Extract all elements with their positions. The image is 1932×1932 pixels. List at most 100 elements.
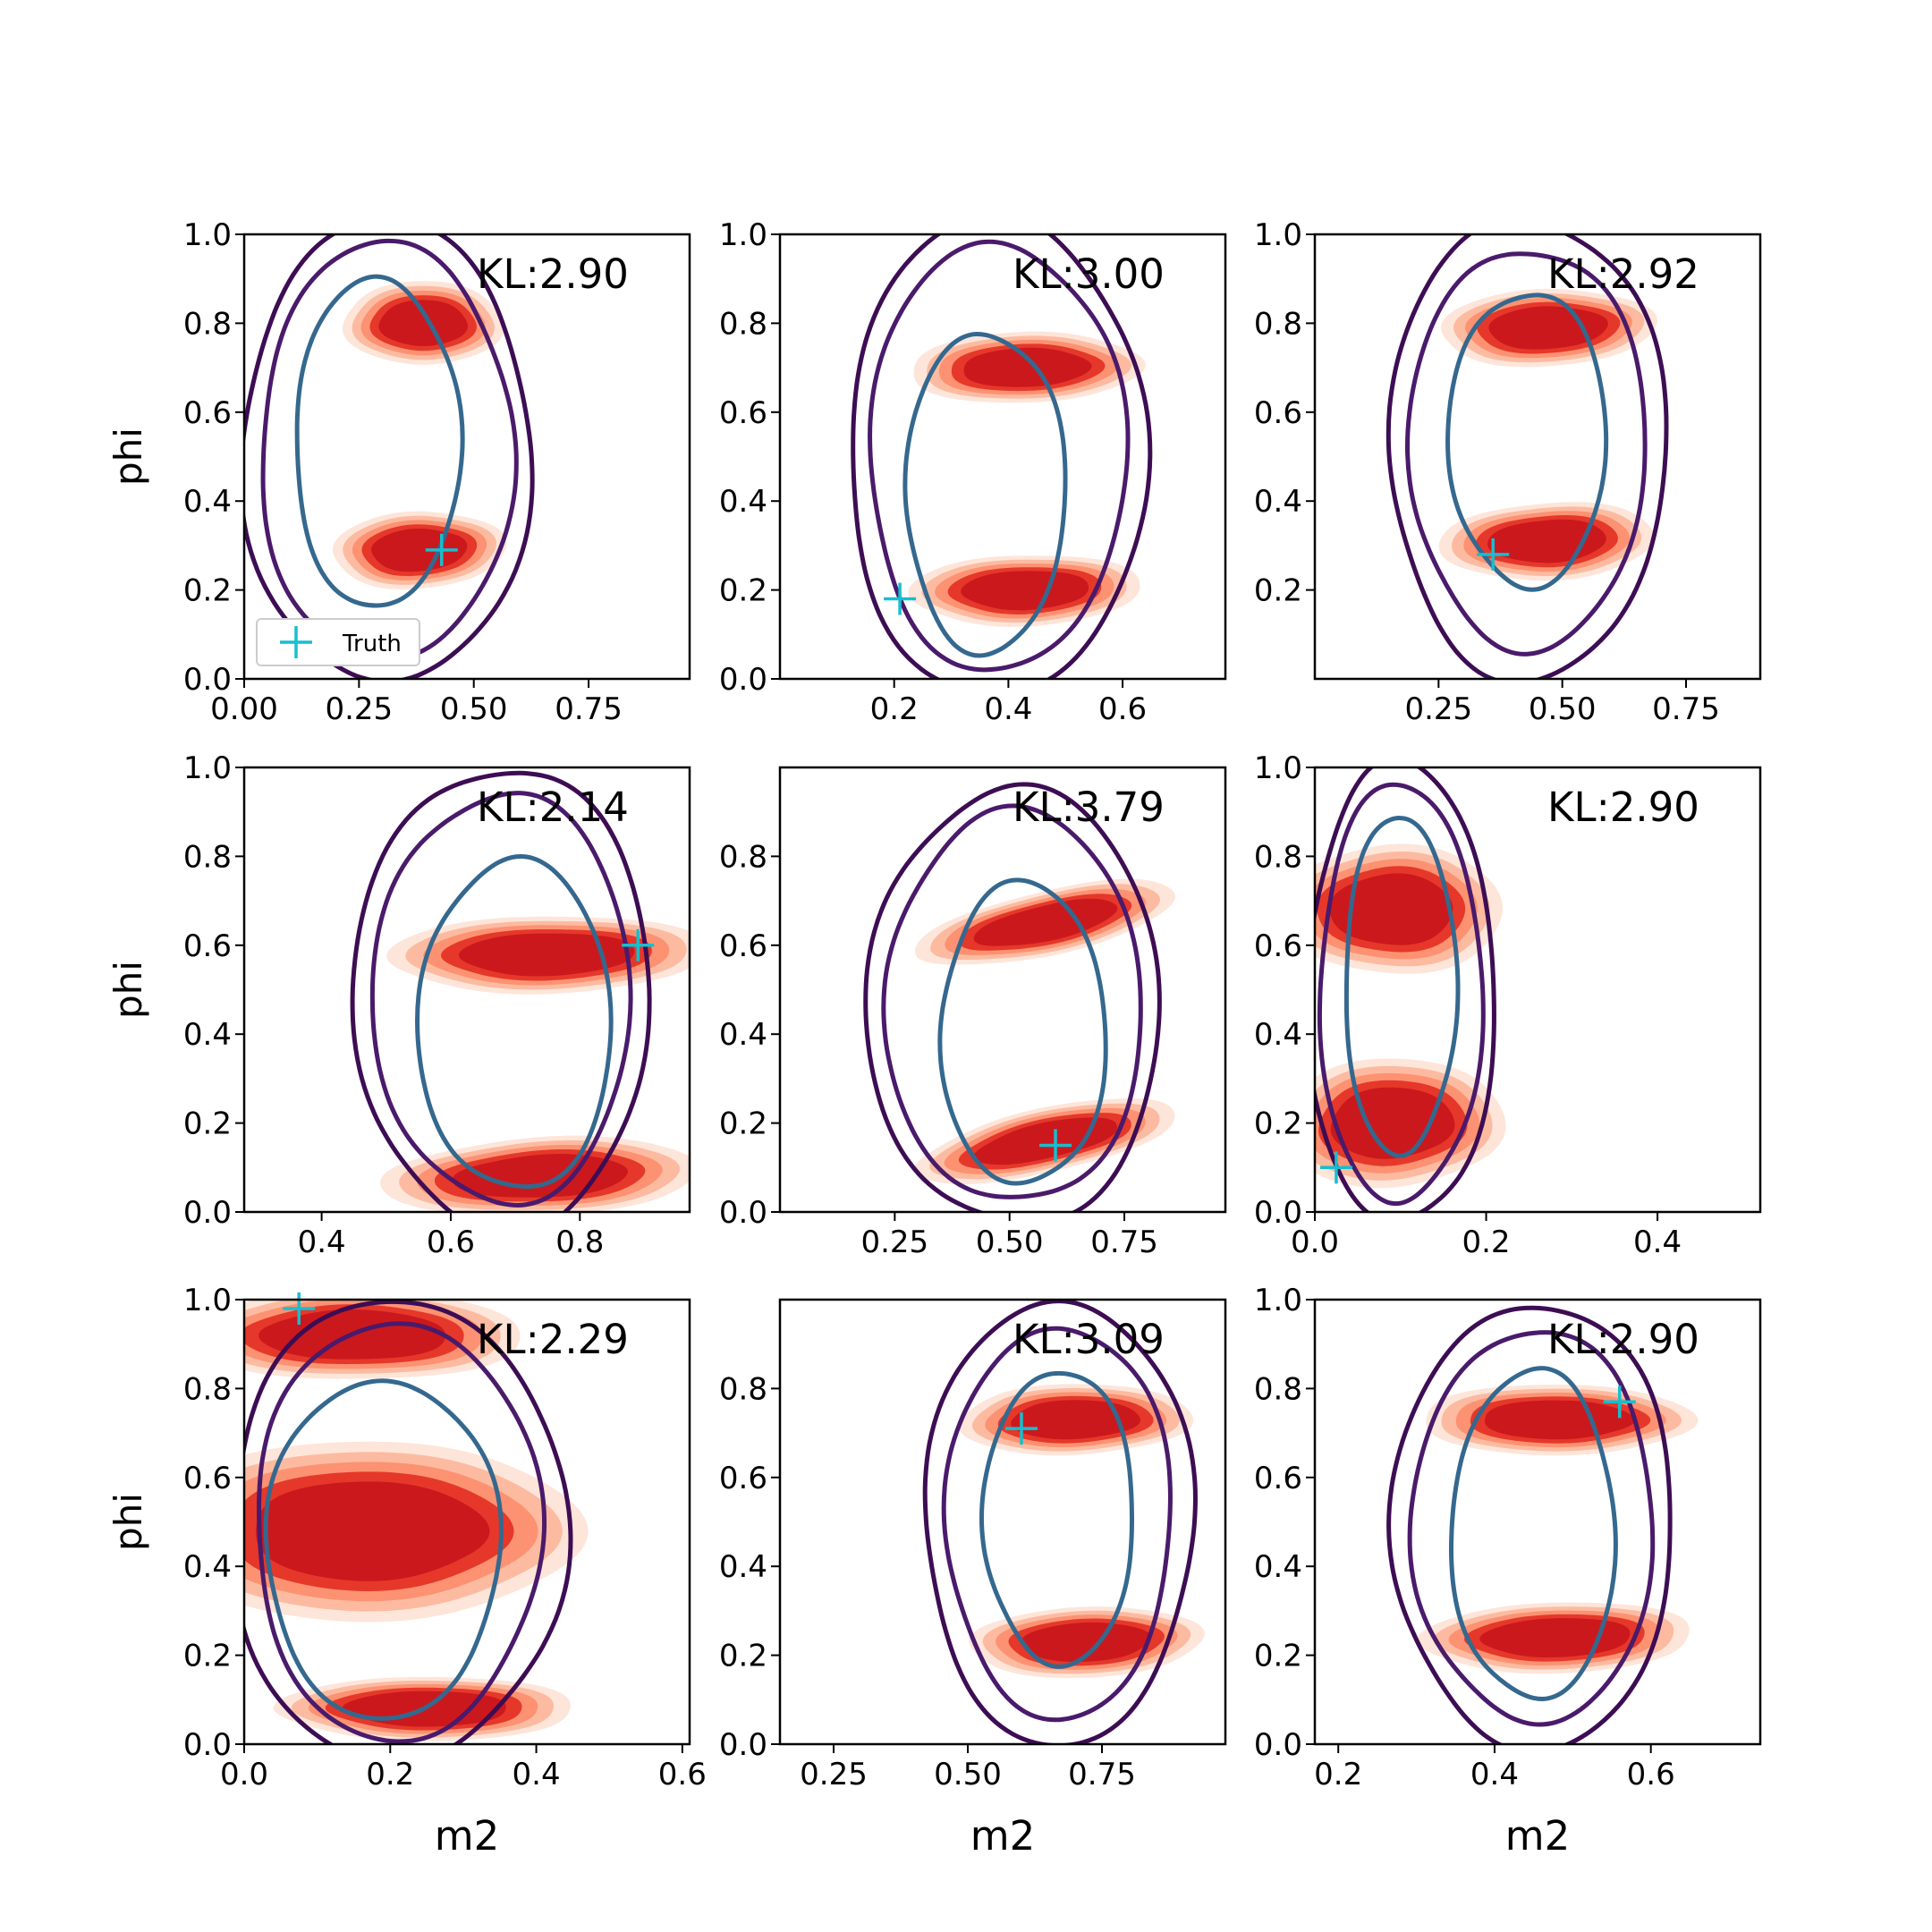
truth-marker bbox=[884, 582, 917, 615]
kl-label: KL:2.90 bbox=[1547, 784, 1699, 831]
x-tick-label: 0.75 bbox=[1652, 691, 1720, 727]
contour-line-3 bbox=[1343, 816, 1461, 1158]
contour-line-1 bbox=[851, 234, 1153, 679]
y-tick-label: 0.8 bbox=[1254, 839, 1302, 875]
contour-line-2 bbox=[369, 791, 633, 1208]
x-tick-label: 0.4 bbox=[1633, 1224, 1682, 1260]
y-tick-label: 0.2 bbox=[1254, 1106, 1302, 1142]
plot-area bbox=[1385, 234, 1669, 679]
x-axis-label: m2 bbox=[435, 1812, 499, 1860]
x-tick-label: 0.75 bbox=[555, 691, 623, 727]
x-tick-label: 0.50 bbox=[976, 1224, 1044, 1260]
y-tick-label: 0.6 bbox=[183, 395, 232, 431]
y-axis-label: phi bbox=[106, 1493, 150, 1551]
density-level-5 bbox=[973, 1117, 1117, 1165]
y-tick-label: 0.4 bbox=[1254, 1549, 1302, 1585]
y-tick-label: 0.6 bbox=[1254, 928, 1302, 964]
y-tick-label: 0.2 bbox=[719, 1639, 767, 1674]
subplot-1: 0.00 0.25 0.50 0.75 0.0 0.2 0.4 0.6 0.8 1.0 KL:2.9… bbox=[106, 217, 691, 727]
y-tick-label: 0.6 bbox=[1254, 395, 1302, 431]
contour-line-1 bbox=[350, 770, 652, 1212]
plot-area bbox=[1315, 767, 1506, 1212]
contour-line-1 bbox=[863, 782, 1162, 1212]
axes-frame bbox=[242, 766, 691, 1214]
y-tick-label: 0.6 bbox=[719, 928, 767, 964]
y-tick-label: 0.0 bbox=[183, 1727, 232, 1763]
x-tick-label: 0.6 bbox=[1627, 1757, 1675, 1792]
contour-line-3 bbox=[902, 332, 1068, 658]
contour-line-3 bbox=[979, 1370, 1135, 1669]
y-tick-label: 0.4 bbox=[183, 484, 232, 520]
subplot-5: 0.25 0.50 0.75 0.0 0.2 0.4 0.6 0.8 KL:3.79 bbox=[719, 766, 1227, 1260]
density-blob bbox=[342, 281, 504, 365]
density-level-5 bbox=[973, 898, 1118, 946]
kl-label: KL:3.09 bbox=[1013, 1316, 1165, 1363]
contour-line-3 bbox=[263, 1378, 504, 1721]
x-tick-label: 0.2 bbox=[366, 1757, 414, 1792]
truth-marker bbox=[425, 533, 458, 566]
legend-label: Truth bbox=[342, 631, 402, 657]
subplot-8: 0.25 0.50 0.75 0.0 0.2 0.4 0.6 0.8 KL:3.09 m2 bbox=[719, 1298, 1227, 1860]
y-tick-label: 0.0 bbox=[719, 662, 767, 698]
contour-line-1 bbox=[1315, 767, 1496, 1212]
contour-line-2 bbox=[260, 238, 519, 662]
truth-marker bbox=[283, 1292, 316, 1325]
density-blob bbox=[333, 511, 507, 590]
truth-marker bbox=[1039, 1129, 1072, 1162]
y-tick-label: 0.4 bbox=[719, 1549, 767, 1585]
kl-label: KL:2.90 bbox=[1547, 1316, 1699, 1363]
y-tick-label: 0.6 bbox=[183, 928, 232, 964]
contour-line-3 bbox=[937, 877, 1108, 1186]
plot-area bbox=[244, 234, 535, 679]
density-blob bbox=[913, 1098, 1175, 1184]
x-tick-label: 0.0 bbox=[220, 1757, 268, 1792]
x-tick-label: 0.50 bbox=[934, 1757, 1002, 1792]
contour-line-2 bbox=[881, 803, 1143, 1199]
contour-line-3 bbox=[1445, 292, 1609, 592]
x-tick-label: 0.6 bbox=[1098, 691, 1147, 727]
y-tick-label: 0.2 bbox=[1254, 573, 1302, 609]
density-level-5 bbox=[1329, 873, 1453, 945]
density-level-5 bbox=[1011, 1400, 1140, 1440]
density-level-5 bbox=[458, 933, 635, 977]
density-blob bbox=[914, 878, 1175, 965]
density-blob bbox=[1315, 843, 1503, 974]
plot-area bbox=[1386, 1305, 1699, 1744]
x-tick-label: 0.50 bbox=[440, 691, 508, 727]
density-blob bbox=[1416, 1602, 1690, 1674]
y-tick-label: 0.8 bbox=[183, 1371, 232, 1407]
y-tick-label: 0.8 bbox=[719, 306, 767, 342]
kl-label: KL:2.29 bbox=[477, 1316, 629, 1363]
y-tick-label: 0.0 bbox=[183, 1195, 232, 1231]
y-tick-label: 1.0 bbox=[1254, 1283, 1302, 1318]
y-tick-label: 0.8 bbox=[719, 1371, 767, 1407]
y-tick-label: 0.6 bbox=[719, 1461, 767, 1496]
kl-label: KL:2.14 bbox=[477, 784, 629, 831]
subplot-2: 0.2 0.4 0.6 0.0 0.2 0.4 0.6 0.8 1.0 KL:3.00 bbox=[719, 217, 1227, 727]
truth-marker bbox=[1319, 1151, 1352, 1184]
contour-line-3 bbox=[294, 274, 465, 608]
density-level-5 bbox=[961, 571, 1089, 611]
y-tick-label: 0.6 bbox=[719, 395, 767, 431]
x-tick-label: 0.50 bbox=[1529, 691, 1597, 727]
density-blob bbox=[913, 331, 1146, 403]
y-tick-label: 1.0 bbox=[183, 1283, 232, 1318]
y-tick-label: 0.8 bbox=[183, 306, 232, 342]
plot-area bbox=[922, 1300, 1205, 1744]
y-axis-label: phi bbox=[106, 961, 150, 1019]
contour-line-1 bbox=[1385, 234, 1669, 679]
x-tick-label: 0.8 bbox=[555, 1224, 604, 1260]
x-tick-label: 0.6 bbox=[427, 1224, 475, 1260]
y-tick-label: 1.0 bbox=[183, 750, 232, 786]
y-tick-label: 0.8 bbox=[183, 839, 232, 875]
y-tick-label: 0.4 bbox=[183, 1017, 232, 1053]
subplot-4: 0.4 0.6 0.8 0.0 0.2 0.4 0.6 0.8 1.0 KL:2.14 phi bbox=[106, 750, 691, 1260]
y-tick-label: 0.2 bbox=[719, 573, 767, 609]
x-axis-label: m2 bbox=[970, 1812, 1035, 1860]
contour-line-1 bbox=[922, 1300, 1198, 1744]
kl-label: KL:2.92 bbox=[1547, 250, 1699, 298]
contour-line-3 bbox=[1448, 1366, 1618, 1701]
y-tick-label: 0.0 bbox=[1254, 1727, 1302, 1763]
x-tick-label: 0.75 bbox=[1090, 1224, 1158, 1260]
y-axis-label: phi bbox=[106, 428, 150, 486]
